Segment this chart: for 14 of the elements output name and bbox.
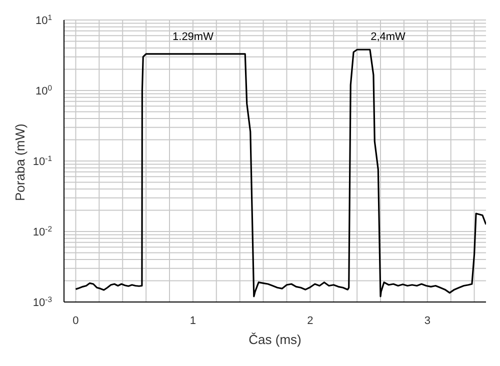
y-tick-label: 10$^{-3}$ xyxy=(32,294,52,309)
y-tick-label: 10$^{0}$ xyxy=(35,83,52,98)
y-tick-label: 10$^{1}$ xyxy=(35,12,52,27)
y-axis-title: Poraba (mW) xyxy=(12,124,28,201)
line-series xyxy=(74,48,486,298)
y-tick-label: 10$^{-1}$ xyxy=(32,154,52,168)
x-tick-label: 2 xyxy=(307,315,314,327)
x-tick-label: 1 xyxy=(190,315,196,327)
x-axis-title: Čas (ms) xyxy=(248,332,302,347)
annotation: 2,4mW xyxy=(370,31,406,43)
annotation: 1.29mW xyxy=(172,31,214,43)
y-tick-label: 10$^{-2}$ xyxy=(32,224,52,238)
x-tick-label: 3 xyxy=(424,315,430,327)
x-tick-label: 0 xyxy=(72,315,79,327)
